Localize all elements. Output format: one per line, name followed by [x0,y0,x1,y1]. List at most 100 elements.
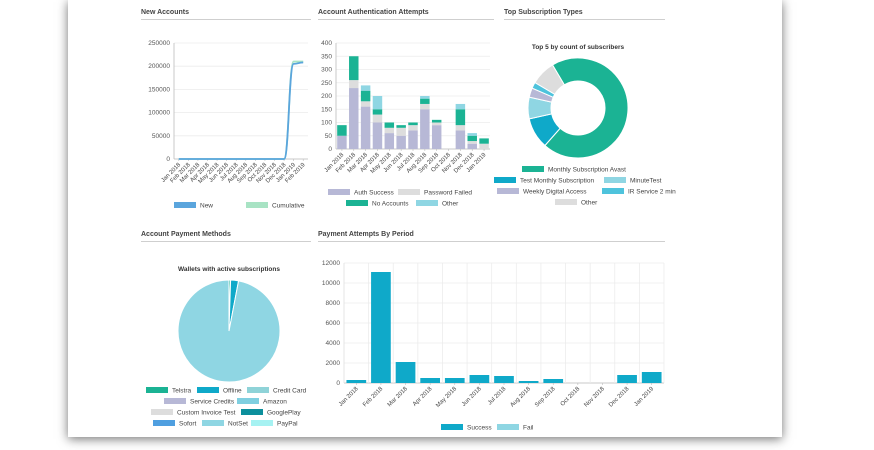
subscription-types-slice [534,64,565,95]
subscription-types-legend-swatch [602,188,624,194]
auth-attempts-legend-label: Password Failed [424,190,472,197]
subscription-types-legend-swatch [494,177,516,183]
payment-attempts-bar [617,375,637,383]
payment-attempts-x-tick-label: Jan 2019 [633,386,655,408]
payment-attempts-bar [444,378,465,383]
auth-attempts-bar [420,96,430,99]
section-title-new-accounts: New Accounts [141,9,189,16]
auth-attempts-bar [408,125,418,131]
auth-attempts-bar [372,109,383,115]
payment-attempts-bar [371,272,391,383]
auth-attempts-bar [360,101,371,107]
payment-methods-legend-label: GooglePlay [267,410,301,417]
auth-attempts-bar [455,109,466,126]
payment-methods-legend-label: Credit Card [273,388,307,395]
section-title-auth-attempts: Account Authentication Attempts [318,9,429,16]
subscription-types-legend-swatch [522,166,544,172]
payment-attempts-bar [518,381,539,383]
section-title-payment-methods: Account Payment Methods [141,231,231,238]
payment-attempts-bar [420,378,440,383]
auth-attempts-bar [455,103,466,110]
payment-attempts-x-tick-label: Feb 2018 [362,386,385,409]
payment-attempts-y-tick-label: 10000 [322,280,340,287]
payment-attempts-bar [469,375,490,383]
payment-attempts-legend-label: Success [467,425,492,432]
auth-attempts-bar [420,109,430,149]
payment-methods-legend-swatch [202,420,224,426]
payment-methods-legend-label: PayPal [277,421,298,428]
new-accounts-y-tick-label: 200000 [148,63,170,70]
payment-attempts-bar [543,379,564,383]
payment-methods-legend-label: Telstra [172,388,192,395]
auth-attempts-bar [384,127,395,134]
payment-attempts-bar [494,376,514,383]
auth-attempts-legend-label: No Accounts [372,201,409,208]
new-accounts-legend-swatch [174,202,196,208]
auth-attempts-legend-swatch [346,200,368,206]
payment-attempts-y-tick-label: 4000 [326,340,341,347]
subscription-types-legend-swatch [604,177,626,183]
payment-attempts-x-tick-label: Apr 2018 [412,386,434,408]
auth-attempts-bar [372,114,383,123]
auth-attempts-bar [408,130,418,149]
section-title-payment-attempts: Payment Attempts By Period [318,231,414,238]
payment-attempts-legend-label: Fail [523,425,534,432]
new-accounts-y-tick-label: 0 [166,156,170,163]
auth-attempts-bar [467,141,477,144]
payment-methods-slice [177,279,281,383]
payment-methods-chart-title: Wallets with active subscriptions [178,266,280,273]
new-accounts-legend-label: Cumulative [272,203,305,210]
auth-attempts-legend-label: Auth Success [354,190,394,197]
auth-attempts-bar [372,96,383,110]
auth-attempts-bar [360,85,371,91]
payment-methods-legend-swatch [164,398,186,404]
payment-attempts-y-tick-label: 6000 [326,320,341,327]
payment-attempts-x-tick-label: Sep 2018 [534,386,557,409]
section-divider [504,19,665,20]
auth-attempts-bar [337,135,347,149]
auth-attempts-legend-swatch [416,200,438,206]
new-accounts-y-tick-label: 100000 [148,110,170,117]
auth-attempts-y-tick-label: 50 [325,133,333,140]
payment-methods-legend-swatch [247,387,269,393]
payment-methods-legend-swatch [151,409,173,415]
auth-attempts-bar [431,119,442,123]
auth-attempts-bar [396,125,406,128]
auth-attempts-legend-label: Other [442,201,459,208]
payment-attempts-x-tick-label: Jul 2018 [487,386,508,407]
subscription-types-legend-label: Other [581,200,598,207]
auth-attempts-bar [384,133,395,149]
auth-attempts-legend-swatch [398,189,420,195]
auth-attempts-y-tick-label: 250 [321,80,332,87]
payment-attempts-x-tick-label: Dec 2018 [608,386,631,409]
payment-attempts-bar [395,362,416,383]
payment-methods-legend-label: Sofort [179,421,197,428]
auth-attempts-bar [396,127,406,136]
auth-attempts-legend-swatch [328,189,350,195]
auth-attempts-bar [479,143,489,149]
auth-attempts-bar [360,90,371,102]
payment-attempts-x-tick-label: Mar 2018 [387,386,410,409]
section-title-subscription-types: Top Subscription Types [504,9,583,16]
auth-attempts-y-tick-label: 100 [321,120,332,127]
payment-attempts-bar [346,380,367,383]
new-accounts-series-line [178,61,304,160]
auth-attempts-y-tick-label: 300 [321,67,332,74]
auth-attempts-bar [467,143,477,149]
payment-methods-legend-swatch [241,409,263,415]
new-accounts-legend-swatch [246,202,268,208]
auth-attempts-bar [479,138,489,144]
auth-attempts-bar [431,125,442,149]
auth-attempts-bar [349,80,359,89]
payment-attempts-y-tick-label: 12000 [322,260,340,267]
auth-attempts-bar [467,133,477,136]
auth-attempts-bar [420,98,430,104]
new-accounts-series-line [178,60,304,160]
auth-attempts-bar [455,130,466,149]
section-divider [141,19,311,20]
payment-methods-legend-label: Custom Invoice Test [177,410,236,417]
auth-attempts-bar [455,125,466,131]
subscription-types-legend-swatch [497,188,519,194]
payment-attempts-legend-swatch [497,424,519,430]
